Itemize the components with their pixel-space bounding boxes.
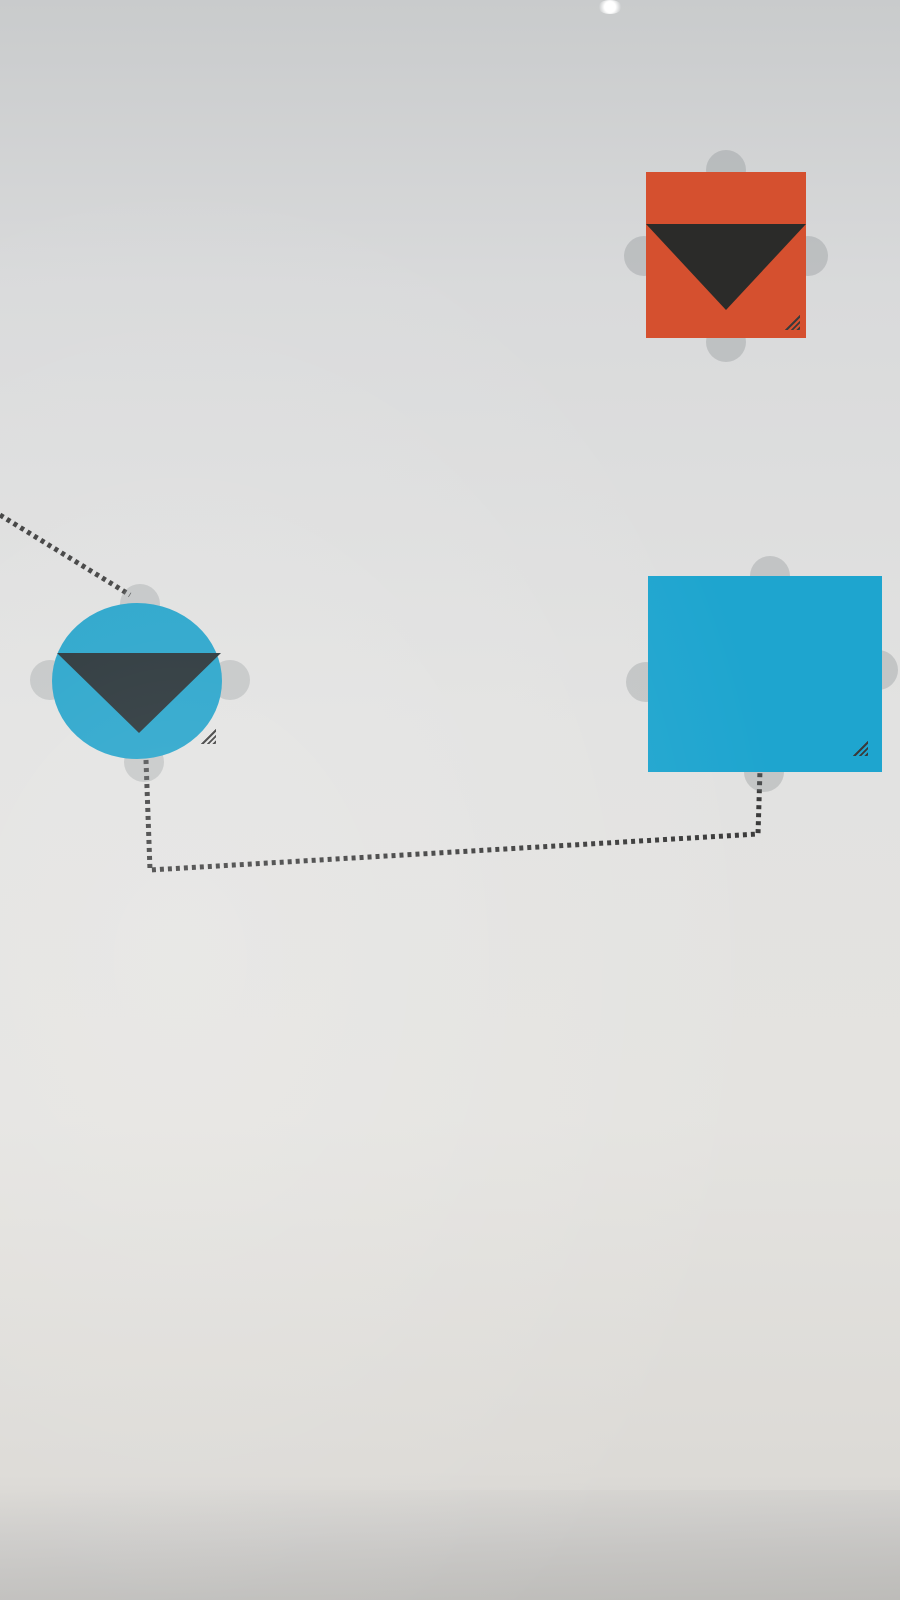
blue-circle-node[interactable]	[52, 603, 222, 759]
triangle-down-icon	[57, 653, 221, 733]
connector-circle-to-square[interactable]	[143, 759, 763, 873]
screen-bezel	[0, 1490, 900, 1600]
triangle-down-icon	[646, 224, 806, 310]
orange-square-node[interactable]	[646, 172, 806, 338]
resize-grip-icon[interactable]	[784, 314, 800, 330]
resize-grip-icon[interactable]	[852, 740, 868, 756]
blue-square-node[interactable]	[648, 576, 882, 772]
connector-offscreen-to-circle[interactable]	[0, 512, 132, 598]
screen-glare	[598, 0, 622, 14]
